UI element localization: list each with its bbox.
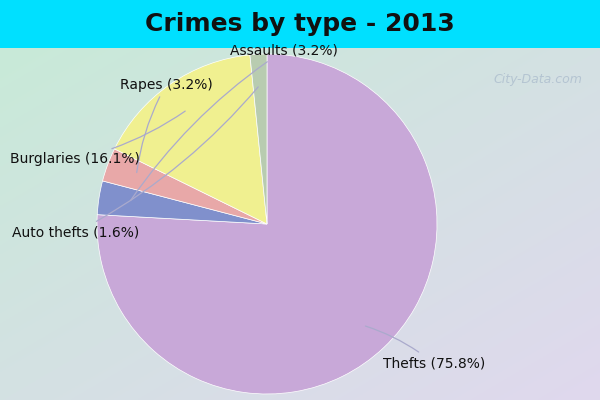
Text: Burglaries (16.1%): Burglaries (16.1%) <box>10 111 185 166</box>
Text: Crimes by type - 2013: Crimes by type - 2013 <box>145 12 455 36</box>
Text: Assaults (3.2%): Assaults (3.2%) <box>131 44 338 200</box>
Wedge shape <box>97 181 267 224</box>
Text: Auto thefts (1.6%): Auto thefts (1.6%) <box>12 87 258 240</box>
Text: Thefts (75.8%): Thefts (75.8%) <box>365 326 485 370</box>
Wedge shape <box>115 55 267 224</box>
Wedge shape <box>250 54 267 224</box>
Text: City-Data.com: City-Data.com <box>493 73 582 86</box>
Wedge shape <box>103 149 267 224</box>
Wedge shape <box>97 54 437 394</box>
Text: Rapes (3.2%): Rapes (3.2%) <box>120 78 212 172</box>
